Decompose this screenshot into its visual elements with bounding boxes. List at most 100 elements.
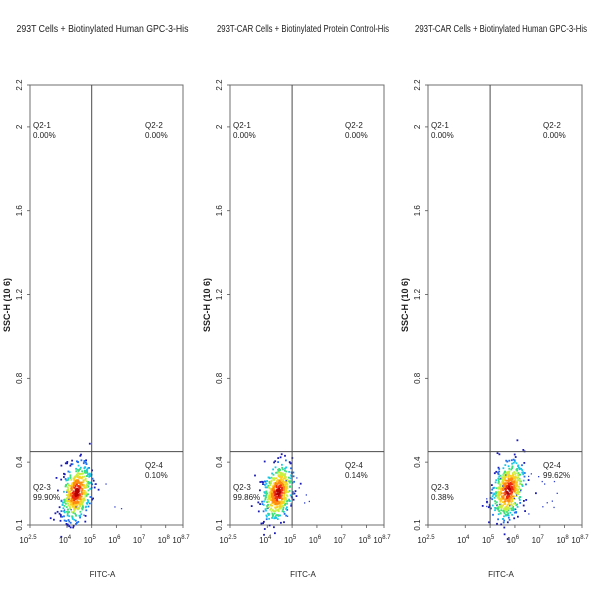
event-dot [274,532,276,535]
event-dot [497,471,499,474]
event-dot [67,470,70,473]
event-dot [501,476,504,478]
event-dot [274,477,276,480]
event-dot [500,509,503,512]
event-dot [80,492,83,495]
event-dot [88,475,91,478]
event-dot [289,462,292,465]
event-dot [292,491,294,493]
event-dot [275,488,278,491]
event-dot [502,478,505,480]
event-dot [74,480,77,482]
event-dot [277,500,280,503]
event-dot [75,467,77,470]
event-dot [78,469,81,471]
event-dot [519,502,522,504]
event-dot [73,499,75,501]
event-dot [509,490,512,493]
event-dot [267,484,270,487]
event-dot [60,478,63,481]
event-dot [92,479,95,482]
event-dot [86,470,89,473]
event-dot [498,486,500,489]
event-dot [277,468,279,471]
event-dot [74,519,77,522]
event-dot [80,495,82,498]
event-dot [77,489,79,492]
event-dot [276,495,278,498]
event-dot [86,484,89,487]
event-dot [280,494,283,497]
event-dot [277,474,280,476]
event-dot [542,506,544,508]
event-dot [266,498,269,501]
event-dot [507,493,509,496]
event-dot [520,480,522,483]
event-dot [508,478,510,481]
event-dot [506,479,509,482]
event-dot [84,487,87,489]
event-dot [76,508,79,511]
event-dot [502,496,505,499]
quadrant-percent: 99.90% [33,493,60,502]
event-dot [72,490,75,493]
event-dot [71,483,74,486]
event-dot [292,492,295,495]
event-dot [553,480,556,483]
event-dot [84,477,87,480]
event-dot [522,473,525,476]
event-dot [267,500,270,503]
event-dot [70,478,73,481]
event-dot [66,491,68,493]
event-dot [503,533,506,536]
event-dot [498,468,501,470]
event-dot [73,477,76,480]
event-dot [515,511,518,513]
event-dot [270,492,273,495]
event-dot [497,494,500,497]
event-dot [495,479,498,482]
event-dot [512,495,514,498]
event-dot [67,504,70,507]
event-dot [79,505,81,507]
event-dot [73,518,76,521]
x-tick-label: 102.5 [219,535,237,545]
event-dot [286,506,288,509]
event-dot [276,492,279,495]
event-dot [285,489,287,491]
event-dot [76,489,78,492]
event-dot [254,474,256,477]
event-dot [60,500,63,503]
event-dot [277,481,280,484]
event-dot [270,491,273,493]
event-dot [87,501,89,504]
event-dot [82,499,85,502]
event-dot [65,499,68,502]
event-dot [80,477,83,480]
event-dot [268,517,270,520]
event-dot [515,504,518,506]
event-dot [280,479,283,482]
event-dot [497,496,499,499]
event-dot [55,477,58,479]
event-dot [80,491,83,494]
event-dot [284,467,286,470]
event-dot [507,509,510,512]
event-dot [65,502,67,505]
event-dot [487,506,490,509]
event-dot [506,484,509,487]
event-dot [270,498,273,501]
event-dot [516,491,518,494]
event-dot [500,490,502,493]
event-dot [290,474,292,477]
event-dot [264,508,267,511]
event-dot [265,482,268,485]
event-dot [500,504,502,507]
event-dot [277,489,280,492]
event-dot [282,506,285,509]
event-dot [69,476,72,478]
event-dot [281,500,284,503]
event-dot [508,459,511,462]
event-dot [508,488,510,491]
event-dot [496,522,498,525]
